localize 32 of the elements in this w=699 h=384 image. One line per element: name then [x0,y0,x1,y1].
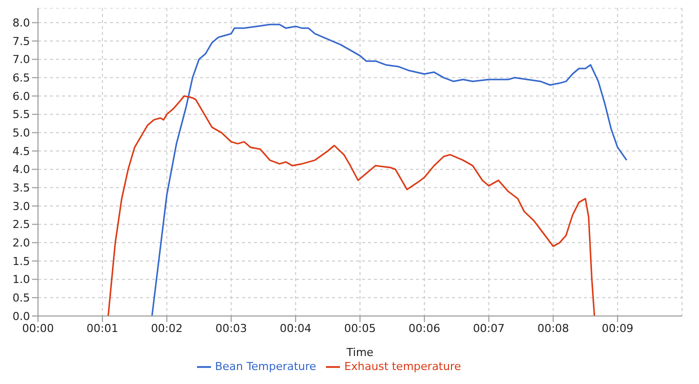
y-tick-label: 7.0 [12,53,30,66]
x-axis-title: Time [346,346,374,359]
y-tick-label: 1.0 [12,273,30,286]
x-tick-label: 00:05 [344,322,376,335]
x-tick-label: 00:09 [602,322,634,335]
y-tick-label: 4.5 [12,144,30,158]
y-tick-label: 0.0 [12,310,30,323]
x-tick-label: 00:03 [215,322,248,335]
y-tick-label: 3.5 [12,182,30,195]
y-tick-label: 0.5 [12,292,30,305]
x-tick-label: 00:08 [537,322,570,335]
legend-label: Bean Temperature [214,360,316,374]
x-tick-label: 00:01 [86,322,118,335]
y-tick-label: 7.5 [12,34,30,48]
x-tick-label: 00:06 [408,322,440,335]
y-tick-label: 8.0 [12,16,30,30]
x-tick-label: 00:00 [22,322,54,335]
line-series [151,24,628,316]
y-tick-label: 2.5 [12,218,30,232]
y-tick-label: 6.0 [12,90,30,103]
y-tick-label: 3.0 [12,200,30,213]
y-tick-label: 5.5 [12,108,30,122]
x-tick-label: 00:02 [150,322,183,335]
y-tick-label: 5.0 [12,126,30,140]
y-tick-label: 4.0 [12,163,30,176]
line-series [107,95,596,316]
y-tick-label: 1.5 [12,254,30,268]
x-tick-label: 00:07 [472,322,505,335]
legend-label: Exhaust temperature [344,360,462,374]
x-tick-label: 00:04 [280,322,312,335]
y-tick-label: 2.0 [12,236,30,250]
y-tick-label: 6.5 [12,72,30,85]
